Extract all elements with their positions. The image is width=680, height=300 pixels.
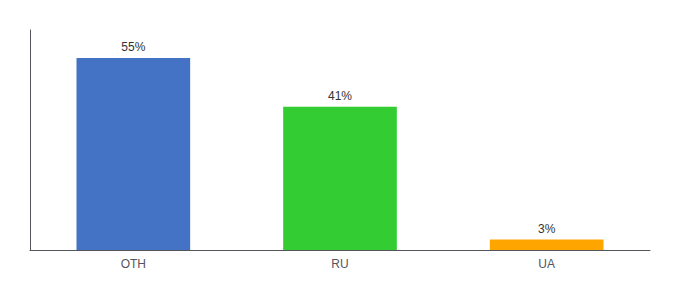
svg-text:55%: 55% <box>121 40 145 54</box>
svg-text:RU: RU <box>331 257 348 271</box>
svg-text:41%: 41% <box>328 89 352 103</box>
svg-text:3%: 3% <box>538 222 556 236</box>
svg-text:UA: UA <box>538 257 555 271</box>
svg-text:OTH: OTH <box>121 257 146 271</box>
